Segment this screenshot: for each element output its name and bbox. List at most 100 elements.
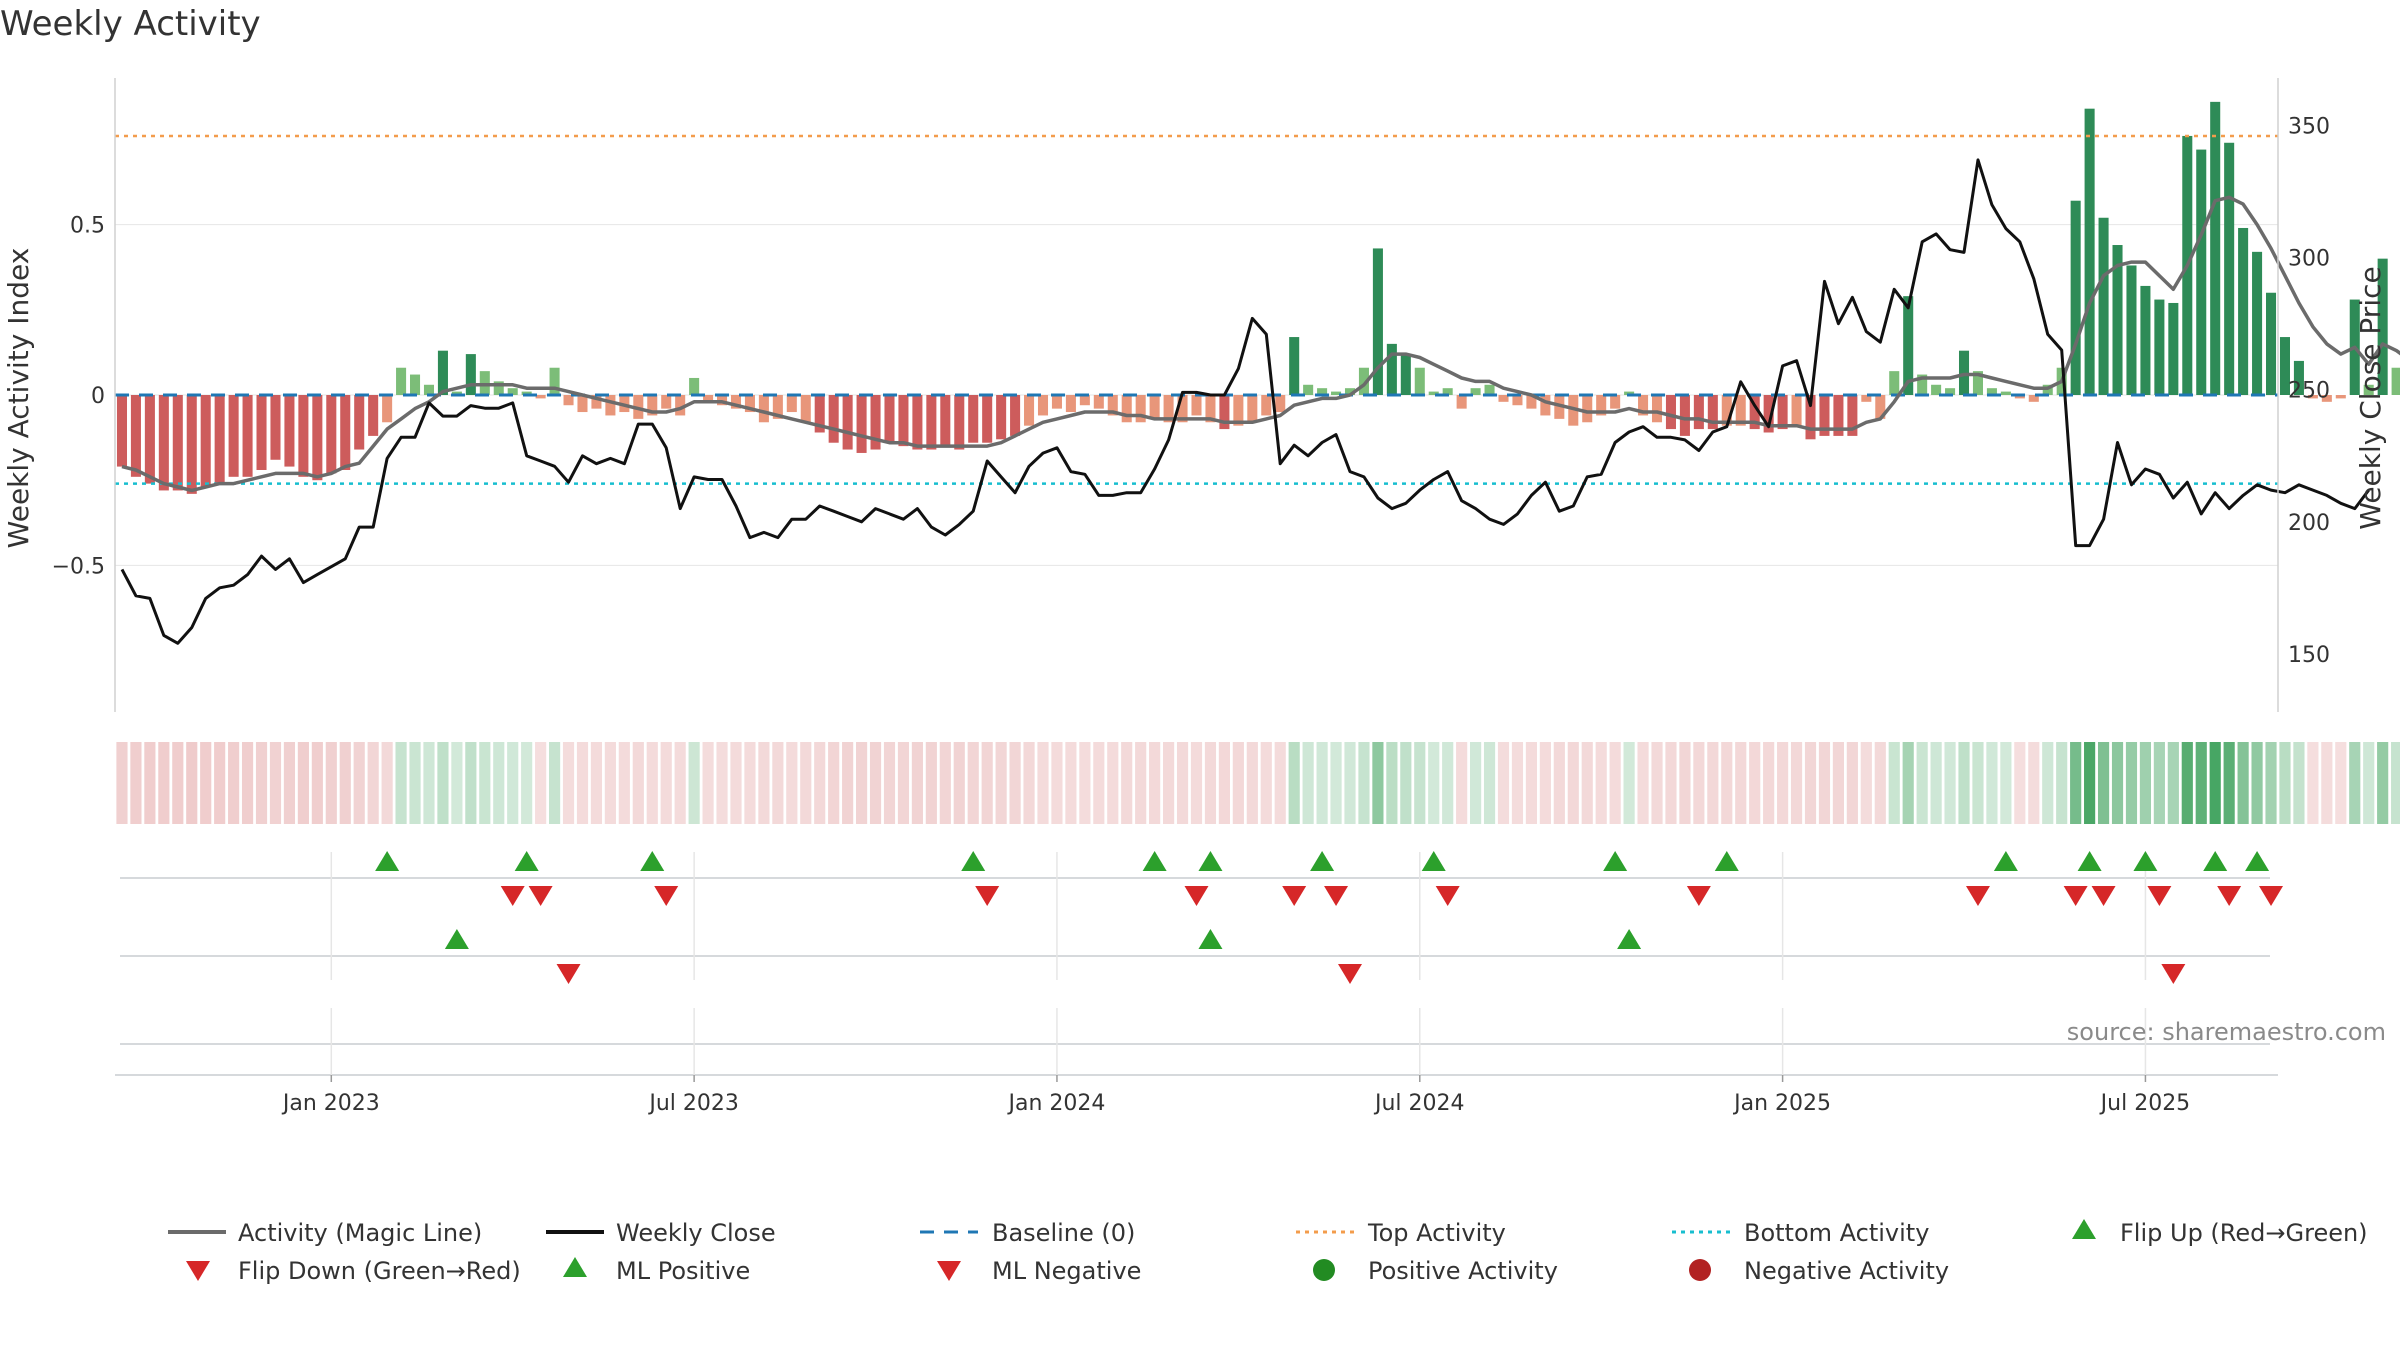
positive-activity-icon xyxy=(1313,1259,1335,1281)
heat-cell xyxy=(2391,742,2400,824)
heat-cell xyxy=(2000,742,2012,824)
activity-bar xyxy=(772,395,783,419)
heat-cell xyxy=(1846,742,1858,824)
flip-up-marker xyxy=(1993,851,2018,871)
activity-bar xyxy=(647,395,658,416)
heat-cell xyxy=(2056,742,2068,824)
activity-bar xyxy=(2154,299,2165,395)
heat-cell xyxy=(1093,742,1105,824)
ml-negative-marker xyxy=(556,964,581,984)
flip-up-marker xyxy=(2133,851,2158,871)
heat-cell xyxy=(2181,742,2193,824)
heat-cell xyxy=(2349,742,2361,824)
activity-bar xyxy=(1372,248,1383,395)
legend-label-baseline: Baseline (0) xyxy=(992,1219,1135,1247)
heat-cell xyxy=(228,742,240,824)
heat-cell xyxy=(1567,742,1579,824)
legend-label-magic-line: Activity (Magic Line) xyxy=(238,1219,482,1247)
flip-up-marker xyxy=(1714,851,1739,871)
flip-up-marker xyxy=(375,851,400,871)
activity-bar xyxy=(410,374,421,395)
activity-bar xyxy=(465,354,476,395)
heat-cell xyxy=(1693,742,1705,824)
activity-bar xyxy=(926,395,937,450)
activity-bar xyxy=(1610,395,1621,409)
heat-cell xyxy=(1581,742,1593,824)
activity-bar xyxy=(1945,388,1956,395)
flip-down-marker xyxy=(654,886,679,906)
activity-bar xyxy=(689,377,700,395)
heat-cell xyxy=(172,742,184,824)
ml-negative-marker xyxy=(2161,964,2186,984)
ml-negative-marker xyxy=(1338,964,1363,984)
activity-bar xyxy=(968,395,979,443)
flip-down-marker xyxy=(528,886,553,906)
activity-bar xyxy=(1582,395,1593,423)
heat-cell xyxy=(2279,742,2291,824)
heat-cell xyxy=(116,742,128,824)
heat-cell xyxy=(869,742,882,824)
activity-bar xyxy=(1498,395,1509,402)
flip-down-marker xyxy=(2063,886,2088,906)
heat-cell xyxy=(409,742,421,824)
heat-cell xyxy=(1637,742,1649,824)
heat-cell xyxy=(2307,742,2319,824)
heat-cell xyxy=(2251,742,2263,824)
legend-item-weekly-close: Weekly Close xyxy=(546,1219,776,1247)
activity-bar xyxy=(2196,149,2207,395)
heat-cell xyxy=(883,742,896,824)
heat-cell xyxy=(1218,742,1230,824)
heat-cell xyxy=(646,742,658,824)
activity-bar xyxy=(493,381,504,395)
activity-bar xyxy=(856,395,867,453)
heat-cell xyxy=(1651,742,1663,824)
activity-bar xyxy=(870,395,881,450)
activity-bar xyxy=(186,395,197,494)
activity-bar xyxy=(2210,101,2221,395)
y2-axis-label: Weekly Close Price xyxy=(2354,266,2387,529)
heat-cell xyxy=(1916,742,1928,824)
heat-cell xyxy=(297,742,309,824)
heat-cell xyxy=(576,742,589,824)
heat-cell xyxy=(590,742,603,824)
heat-cell xyxy=(2321,742,2333,824)
activity-bar xyxy=(1889,371,1900,395)
activity-bar xyxy=(507,388,518,395)
heat-cell xyxy=(688,742,700,824)
heat-cell xyxy=(1163,742,1175,824)
activity-bar xyxy=(577,395,588,413)
legend: Activity (Magic Line) Weekly Close Basel… xyxy=(168,1219,2368,1285)
activity-bar xyxy=(800,395,811,423)
heat-cell xyxy=(1511,742,1524,824)
activity-bar xyxy=(1442,388,1453,395)
activity-bar xyxy=(954,395,965,450)
activity-bar xyxy=(1107,395,1118,416)
heat-cell xyxy=(1260,742,1272,824)
y2-tick-label: 300 xyxy=(2288,247,2330,272)
legend-label-top-activity: Top Activity xyxy=(1367,1219,1506,1247)
heat-cell xyxy=(1023,742,1035,824)
legend-item-bottom-activity: Bottom Activity xyxy=(1672,1219,1929,1247)
flip-down-marker xyxy=(2259,886,2284,906)
heat-cell xyxy=(214,742,226,824)
activity-bar xyxy=(1665,395,1676,430)
heat-cell xyxy=(2209,742,2221,824)
heat-cell xyxy=(1832,742,1845,824)
heat-cell xyxy=(2377,742,2389,824)
activity-bar xyxy=(521,391,532,395)
heat-cell xyxy=(2014,742,2026,824)
heat-cell xyxy=(953,742,965,824)
heat-cell xyxy=(618,742,630,824)
heat-cell xyxy=(730,742,742,824)
heat-cell xyxy=(1414,742,1426,824)
activity-bars xyxy=(116,101,2400,494)
activity-bar xyxy=(786,395,797,413)
heat-cell xyxy=(1274,742,1286,824)
heat-cell xyxy=(716,742,728,824)
activity-bar xyxy=(1735,395,1746,426)
legend-item-negative-activity: Negative Activity xyxy=(1689,1257,1949,1285)
heat-cell xyxy=(186,742,198,824)
legend-label-bottom-activity: Bottom Activity xyxy=(1744,1219,1929,1247)
activity-bar xyxy=(1749,395,1760,430)
activity-bar xyxy=(1149,395,1160,419)
